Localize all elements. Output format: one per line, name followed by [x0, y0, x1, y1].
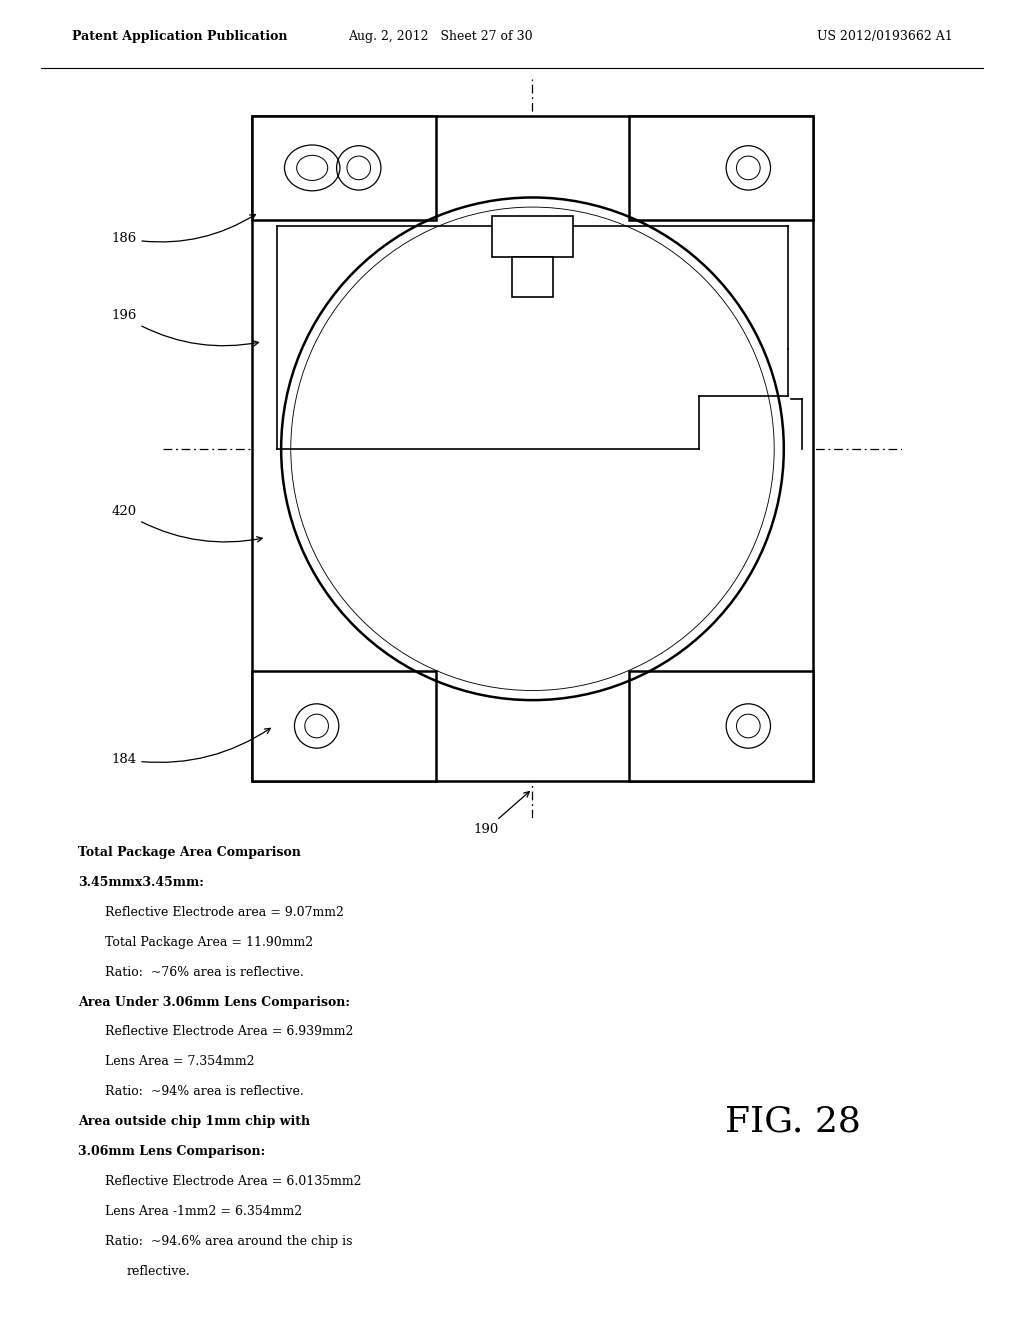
- Text: Reflective Electrode area = 9.07mm2: Reflective Electrode area = 9.07mm2: [105, 906, 344, 919]
- Text: US 2012/0193662 A1: US 2012/0193662 A1: [816, 30, 952, 44]
- Bar: [252, 116, 436, 219]
- Text: 420: 420: [112, 506, 262, 543]
- Text: Lens Area -1mm2 = 6.354mm2: Lens Area -1mm2 = 6.354mm2: [105, 1205, 303, 1218]
- Text: 196: 196: [112, 309, 259, 346]
- Text: Reflective Electrode Area = 6.0135mm2: Reflective Electrode Area = 6.0135mm2: [105, 1175, 361, 1188]
- Text: 3.06mm Lens Comparison:: 3.06mm Lens Comparison:: [78, 1146, 265, 1158]
- Text: Aug. 2, 2012   Sheet 27 of 30: Aug. 2, 2012 Sheet 27 of 30: [348, 30, 532, 44]
- Text: Ratio:  ~94.6% area around the chip is: Ratio: ~94.6% area around the chip is: [105, 1236, 353, 1247]
- Text: FIG. 28: FIG. 28: [725, 1105, 860, 1139]
- Bar: [252, 671, 436, 781]
- Text: Reflective Electrode Area = 6.939mm2: Reflective Electrode Area = 6.939mm2: [105, 1026, 354, 1039]
- Text: Ratio:  ~76% area is reflective.: Ratio: ~76% area is reflective.: [105, 966, 304, 978]
- Text: Patent Application Publication: Patent Application Publication: [72, 30, 287, 44]
- Bar: [629, 116, 813, 219]
- Text: Lens Area = 7.354mm2: Lens Area = 7.354mm2: [105, 1056, 255, 1068]
- Bar: [629, 671, 813, 781]
- Text: Total Package Area = 11.90mm2: Total Package Area = 11.90mm2: [105, 936, 313, 949]
- Bar: [512, 256, 553, 297]
- Text: Total Package Area Comparison: Total Package Area Comparison: [78, 846, 301, 859]
- Text: 3.45mmx3.45mm:: 3.45mmx3.45mm:: [78, 875, 204, 888]
- Ellipse shape: [285, 145, 340, 191]
- Text: Area outside chip 1mm chip with: Area outside chip 1mm chip with: [78, 1115, 310, 1129]
- Text: 190: 190: [473, 792, 529, 836]
- Bar: [492, 216, 573, 256]
- Text: Ratio:  ~94% area is reflective.: Ratio: ~94% area is reflective.: [105, 1085, 304, 1098]
- Text: Area Under 3.06mm Lens Comparison:: Area Under 3.06mm Lens Comparison:: [78, 995, 350, 1008]
- Text: reflective.: reflective.: [127, 1265, 190, 1278]
- Text: 184: 184: [112, 729, 270, 766]
- Bar: [252, 116, 813, 781]
- Ellipse shape: [297, 156, 328, 181]
- Text: 186: 186: [112, 214, 255, 244]
